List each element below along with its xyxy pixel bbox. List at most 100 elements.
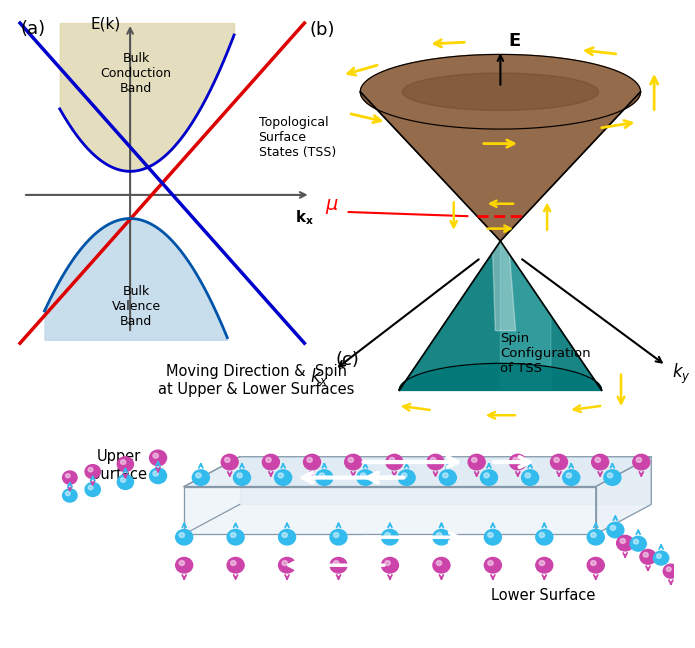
Circle shape (275, 470, 292, 485)
Circle shape (88, 485, 93, 490)
Circle shape (667, 567, 671, 572)
Circle shape (509, 454, 526, 470)
Circle shape (231, 561, 236, 566)
Polygon shape (184, 487, 596, 534)
Circle shape (536, 557, 553, 573)
Circle shape (385, 561, 391, 566)
Circle shape (304, 454, 320, 470)
Circle shape (334, 561, 339, 566)
Text: Spin
Configuration
of TSS: Spin Configuration of TSS (500, 332, 591, 375)
Polygon shape (399, 364, 602, 390)
Circle shape (179, 533, 184, 537)
Circle shape (539, 533, 545, 537)
Circle shape (591, 561, 596, 566)
Circle shape (539, 561, 545, 566)
Polygon shape (500, 241, 551, 390)
Circle shape (85, 483, 100, 496)
Polygon shape (360, 92, 641, 241)
Circle shape (433, 557, 450, 573)
Circle shape (282, 533, 288, 537)
Circle shape (636, 457, 641, 463)
Circle shape (227, 529, 244, 545)
Circle shape (330, 529, 347, 545)
Circle shape (348, 457, 354, 463)
Text: Lower Surface: Lower Surface (491, 588, 596, 603)
Circle shape (587, 557, 604, 573)
Circle shape (65, 474, 70, 478)
Circle shape (319, 473, 325, 478)
Circle shape (176, 557, 193, 573)
Polygon shape (184, 457, 651, 487)
Circle shape (120, 459, 126, 465)
Circle shape (149, 468, 167, 483)
Circle shape (522, 470, 539, 485)
Text: E: E (508, 32, 521, 50)
Circle shape (604, 470, 621, 485)
Circle shape (595, 457, 600, 463)
Circle shape (279, 529, 295, 545)
Circle shape (610, 526, 616, 530)
Circle shape (640, 550, 656, 564)
Circle shape (221, 454, 238, 470)
Circle shape (591, 454, 609, 470)
Circle shape (345, 454, 361, 470)
Circle shape (193, 470, 209, 485)
Circle shape (607, 473, 613, 478)
Polygon shape (596, 457, 651, 534)
Circle shape (357, 470, 374, 485)
Circle shape (643, 553, 648, 557)
Circle shape (620, 538, 626, 544)
Circle shape (237, 473, 243, 478)
Circle shape (430, 457, 436, 463)
Circle shape (120, 478, 126, 482)
Circle shape (536, 529, 553, 545)
Text: (c): (c) (336, 351, 359, 369)
Circle shape (663, 564, 678, 578)
Circle shape (468, 454, 485, 470)
Circle shape (427, 454, 444, 470)
Circle shape (436, 533, 442, 537)
Circle shape (488, 561, 493, 566)
Circle shape (361, 473, 366, 478)
Circle shape (389, 457, 395, 463)
Text: $k_x$: $k_x$ (310, 366, 329, 387)
Circle shape (398, 470, 415, 485)
Text: Bulk
Conduction
Band: Bulk Conduction Band (101, 52, 172, 95)
Circle shape (279, 557, 295, 573)
Circle shape (484, 557, 501, 573)
Circle shape (563, 470, 580, 485)
Circle shape (278, 473, 284, 478)
Circle shape (587, 529, 604, 545)
Circle shape (224, 457, 230, 463)
Circle shape (385, 533, 391, 537)
Text: Upper
Surface: Upper Surface (91, 450, 147, 482)
Circle shape (554, 457, 559, 463)
Circle shape (630, 537, 646, 551)
Circle shape (234, 470, 250, 485)
Circle shape (550, 454, 567, 470)
Circle shape (484, 473, 489, 478)
Text: $k_y$: $k_y$ (672, 362, 691, 386)
Circle shape (227, 557, 244, 573)
Circle shape (282, 561, 288, 566)
Circle shape (382, 529, 398, 545)
Circle shape (231, 533, 236, 537)
Circle shape (117, 475, 133, 489)
Circle shape (334, 533, 339, 537)
Circle shape (439, 470, 457, 485)
Circle shape (472, 457, 477, 463)
Circle shape (307, 457, 312, 463)
Circle shape (63, 471, 77, 484)
Circle shape (65, 492, 70, 496)
Circle shape (632, 454, 650, 470)
Polygon shape (402, 73, 598, 110)
Polygon shape (399, 241, 602, 390)
Circle shape (330, 557, 347, 573)
Text: Topological
Surface
States (TSS): Topological Surface States (TSS) (259, 116, 336, 159)
Circle shape (513, 457, 518, 463)
Text: (a): (a) (20, 19, 45, 38)
Circle shape (616, 535, 634, 551)
Circle shape (433, 529, 450, 545)
Circle shape (386, 454, 403, 470)
Text: $\mu$: $\mu$ (325, 197, 339, 216)
